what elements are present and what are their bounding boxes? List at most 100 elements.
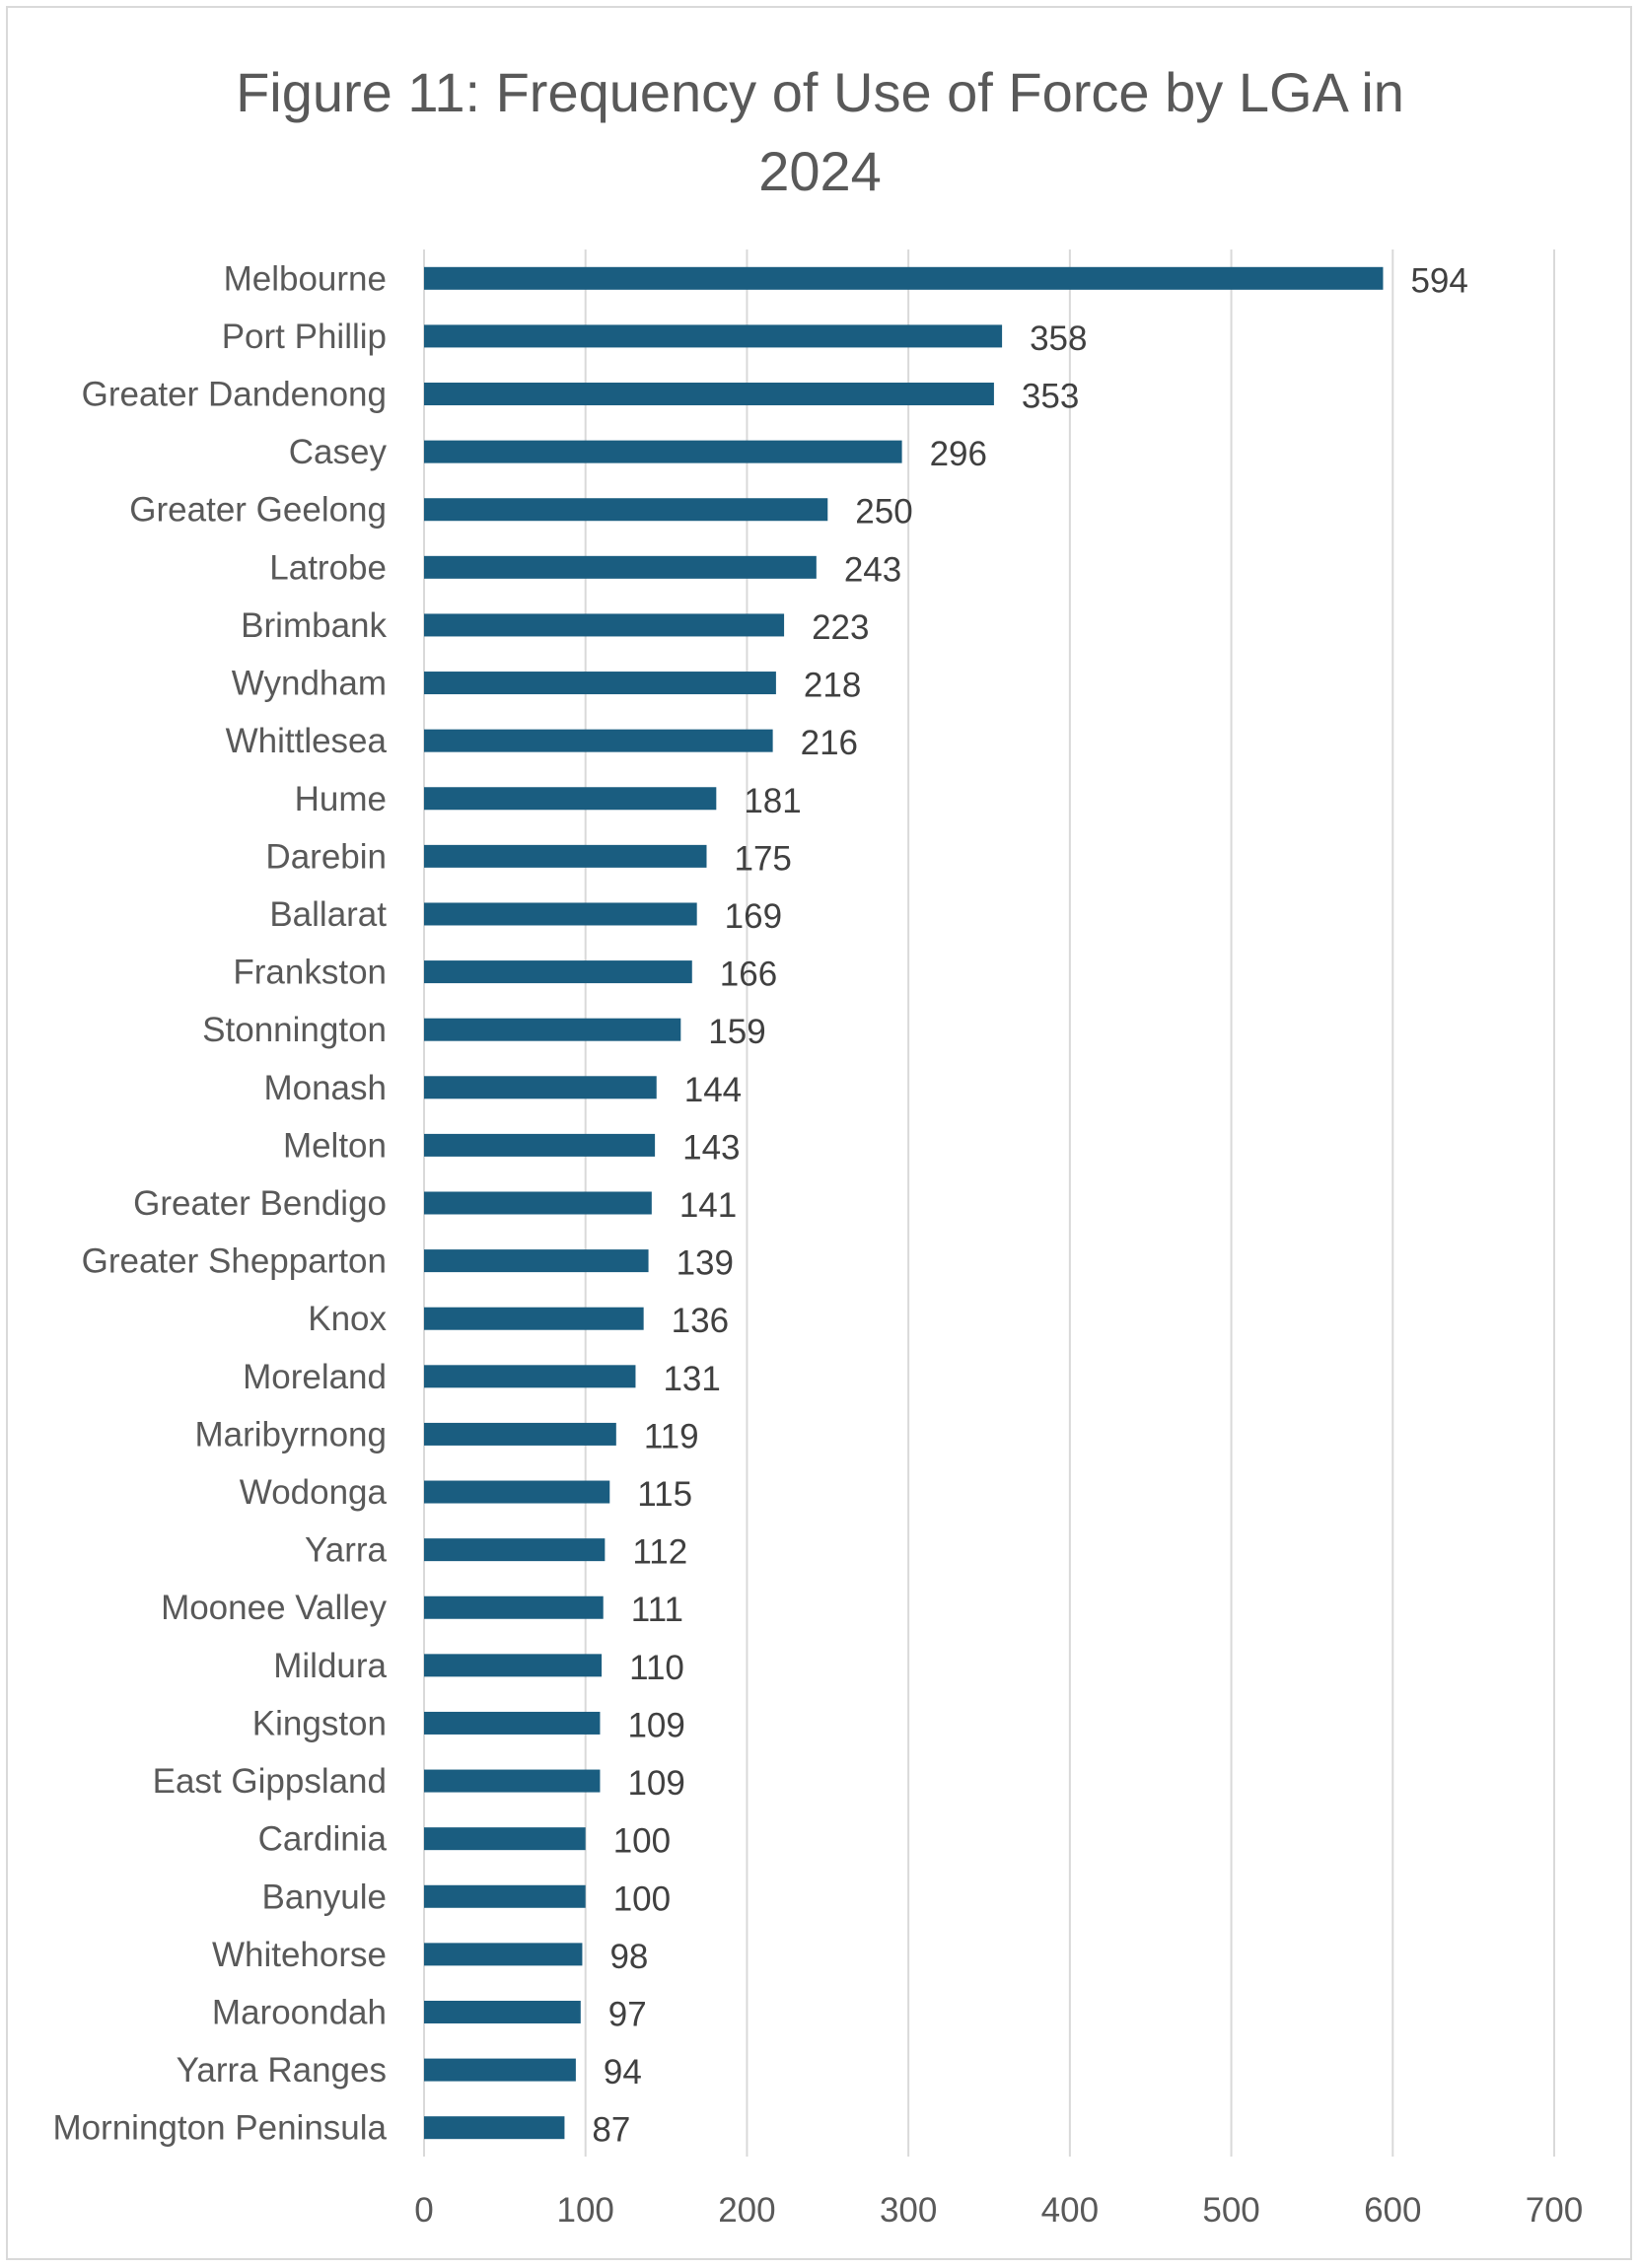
bar	[424, 1365, 636, 1388]
data-label: 87	[592, 2111, 630, 2150]
category-label: Banyule	[262, 1878, 387, 1916]
data-label: 94	[604, 2053, 642, 2091]
chart-title-line-2: 2024	[758, 140, 882, 202]
data-label: 169	[725, 897, 782, 936]
category-label: Latrobe	[269, 548, 387, 587]
data-label: 175	[735, 839, 792, 878]
category-label: Maroondah	[212, 1993, 387, 2031]
bar	[424, 613, 785, 637]
category-label: Greater Dandenong	[82, 376, 387, 414]
bar	[424, 787, 717, 811]
bar	[424, 1595, 604, 1619]
data-label: 216	[801, 724, 858, 762]
data-label: 119	[644, 1417, 699, 1455]
data-label: 109	[627, 1764, 684, 1803]
category-label: Ballarat	[269, 895, 387, 934]
chart-title-line-1: Figure 11: Frequency of Use of Force by …	[236, 61, 1404, 123]
data-label: 594	[1410, 261, 1467, 300]
category-label: Cardinia	[258, 1820, 388, 1859]
bar	[424, 324, 1003, 348]
data-label: 181	[744, 782, 801, 820]
bar	[424, 498, 828, 522]
category-label: Casey	[289, 433, 388, 471]
category-label: Hume	[295, 780, 387, 818]
category-label: Greater Shepparton	[82, 1242, 387, 1281]
data-label: 353	[1022, 378, 1079, 416]
bar	[424, 2000, 581, 2023]
data-label: 250	[855, 493, 912, 532]
category-label: East Gippsland	[153, 1762, 387, 1801]
bar	[424, 2058, 576, 2082]
category-label: Mornington Peninsula	[52, 2109, 387, 2148]
bar	[424, 2116, 565, 2140]
chart-title: Figure 11: Frequency of Use of Force by …	[0, 53, 1640, 211]
bar	[424, 902, 697, 926]
category-label: Brimbank	[241, 606, 387, 645]
category-label: Yarra	[305, 1531, 388, 1570]
data-label: 109	[627, 1706, 684, 1744]
x-tick-label: 700	[1526, 2191, 1583, 2230]
category-label: Wodonga	[240, 1473, 388, 1512]
bars	[424, 266, 1384, 2140]
bar	[424, 1307, 644, 1330]
data-label: 110	[629, 1649, 684, 1687]
category-label: Moreland	[243, 1358, 387, 1396]
category-label: Yarra Ranges	[177, 2051, 387, 2090]
category-label: Mildura	[273, 1647, 387, 1685]
bar	[424, 1538, 606, 1562]
category-label: Greater Bendigo	[133, 1184, 387, 1223]
bar	[424, 729, 773, 752]
data-label: 98	[609, 1938, 648, 1976]
data-label: 131	[663, 1360, 720, 1398]
data-label: 112	[632, 1533, 687, 1572]
bar	[424, 1711, 601, 1735]
bar	[424, 1191, 652, 1215]
data-label: 115	[637, 1475, 692, 1514]
category-label: Stonnington	[202, 1011, 387, 1049]
bar	[424, 383, 994, 406]
data-label: 243	[844, 550, 901, 589]
data-label: 143	[682, 1128, 740, 1167]
data-label: 100	[613, 1822, 671, 1861]
category-label: Kingston	[252, 1704, 387, 1742]
x-axis-tick-labels: 0 100 200 300 400 500 600 700	[414, 2191, 1583, 2230]
category-labels: Melbourne Port Phillip Greater Dandenong Ca…	[52, 259, 387, 2147]
bar	[424, 1018, 681, 1041]
bar	[424, 440, 902, 463]
bar	[424, 1943, 583, 1966]
bar	[424, 1827, 586, 1851]
bar	[424, 555, 817, 579]
bar	[424, 844, 707, 868]
x-tick-label: 500	[1202, 2191, 1259, 2230]
bar	[424, 672, 776, 695]
category-label: Melton	[283, 1126, 387, 1165]
bar	[424, 960, 692, 984]
data-label: 97	[608, 1995, 647, 2033]
category-label: Melbourne	[224, 259, 387, 298]
data-label: 358	[1030, 319, 1087, 358]
category-label: Monash	[263, 1069, 387, 1107]
data-label: 136	[672, 1302, 729, 1340]
bar	[424, 1249, 649, 1273]
data-label: 144	[684, 1071, 742, 1109]
x-tick-label: 200	[718, 2191, 775, 2230]
data-label: 218	[804, 667, 861, 705]
bar	[424, 266, 1384, 290]
category-label: Wyndham	[232, 665, 387, 703]
category-label: Moonee Valley	[161, 1589, 387, 1627]
data-label: 296	[930, 435, 987, 473]
data-label: 166	[720, 956, 777, 994]
category-label: Port Phillip	[222, 318, 387, 356]
data-label: 139	[677, 1244, 734, 1283]
bar	[424, 1884, 586, 1908]
bar	[424, 1480, 610, 1504]
data-label: 223	[812, 608, 869, 647]
chart-frame	[6, 6, 1632, 2260]
data-label: 100	[613, 1879, 671, 1918]
data-label: 111	[631, 1591, 683, 1629]
bar	[424, 1133, 656, 1157]
x-tick-label: 400	[1041, 2191, 1099, 2230]
category-label: Knox	[308, 1300, 387, 1338]
